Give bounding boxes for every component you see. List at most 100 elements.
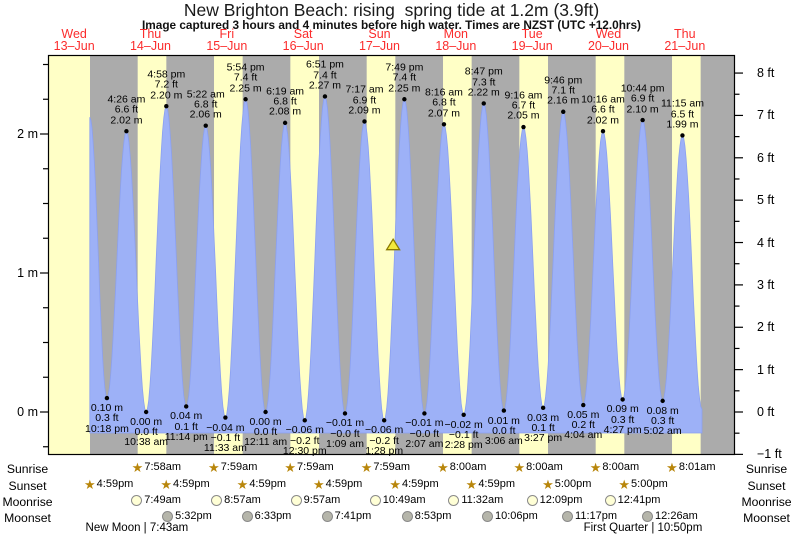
low-tide-annotation: 0.00 m 0.0 ft 10:38 am <box>124 417 168 448</box>
annotation-line: 2.10 m <box>626 102 659 115</box>
moonrise-entry-time: 12:41pm <box>617 494 661 506</box>
tide-extreme-dot <box>302 418 307 423</box>
annotation-line: 2.08 m <box>269 105 302 118</box>
sunset-entry: ★ 4:59pm <box>466 478 515 491</box>
annotation-line: 6:19 am <box>266 85 305 98</box>
annotation-line: 0.05 m <box>567 409 600 422</box>
sunrise-entry: ★ 8:00am <box>513 461 562 474</box>
sunset-entry-time: 5:00pm <box>554 478 592 490</box>
annotation-line: 0.1 ft <box>531 422 555 435</box>
annotation-line: 6.5 ft <box>670 107 695 120</box>
high-tide-annotation: 10:44 pm 6.9 ft 2.10 m <box>621 83 665 114</box>
moonrise-entry-time: 8:57am <box>224 494 261 506</box>
annotation-line: 7.4 ft <box>233 71 258 84</box>
high-tide-annotation: 9:46 pm 7.1 ft 2.16 m <box>544 75 582 106</box>
sun-star-icon: ★ <box>589 459 602 475</box>
moonset-row-label-right: Moonset <box>743 511 790 525</box>
high-tide-annotation: 7:17 am 6.9 ft 2.09 m <box>346 85 384 116</box>
right-axis-label: 0 ft <box>757 405 775 419</box>
annotation-line: 0.3 ft <box>610 413 635 426</box>
sunrise-entry: ★ 7:59am <box>361 461 410 474</box>
annotation-line: 0.0 ft <box>253 426 278 439</box>
annotation-line: 2.02 m <box>586 114 620 127</box>
tide-extreme-dot <box>680 133 685 138</box>
day-header: Thu 14–Jun <box>110 28 190 53</box>
low-tide-annotation: 0.05 m 0.2 ft 4:04 am <box>564 410 602 441</box>
tide-extreme-dot <box>143 409 149 415</box>
day-header: Wed 20–Jun <box>568 28 648 53</box>
sunrise-entry: ★ 8:00am <box>437 459 487 475</box>
annotation-line: 2.09 m <box>348 104 381 117</box>
low-tide-annotation: 0.08 m 0.3 ft 5:02 am <box>644 406 682 437</box>
moonrise-row-label-left: Moonrise <box>2 495 53 509</box>
moonset-circle-icon <box>162 510 174 522</box>
day-date: 19–Jun <box>511 39 553 53</box>
tide-extreme-dot <box>402 97 407 102</box>
annotation-line: 0.1 ft <box>174 420 198 433</box>
page-title: New Brighton Beach: rising spring tide a… <box>183 0 600 20</box>
high-tide-annotation: 6:51 pm 7.4 ft 2.27 m <box>306 60 344 91</box>
annotation-line: −0.06 m <box>285 424 324 437</box>
annotation-line: 0.00 m <box>249 416 282 428</box>
sunset-entry-time: 4:59pm <box>96 478 134 490</box>
moonrise-circle-icon <box>211 494 223 506</box>
annotation-line: 0.2 ft <box>571 419 595 432</box>
annotation-line: 0.3 ft <box>650 415 675 428</box>
sunrise-entry-time: 8:00am <box>449 461 487 473</box>
day-header: Sat 16–Jun <box>263 28 343 53</box>
sun-star-icon: ★ <box>542 476 554 492</box>
low-tide-annotation: 0.03 m 0.1 ft 3:27 pm <box>524 412 562 443</box>
moonset-entry: 8:53pm <box>401 510 451 522</box>
low-tide-annotation: 0.09 m 0.3 ft 4:27 pm <box>604 404 642 435</box>
annotation-line: 7.2 ft <box>154 78 178 91</box>
annotation-line: 6.9 ft <box>630 92 655 105</box>
sunset-entry: ★ 5:00pm <box>542 476 592 492</box>
annotation-line: 4:04 am <box>564 429 603 442</box>
annotation-line: 11:33 am <box>203 441 247 454</box>
low-tide-annotation: 0.10 m 0.3 ft 10:18 pm <box>85 403 129 434</box>
annotation-line: −0.1 ft <box>448 428 479 441</box>
sunrise-entry: ★ 8:01am <box>666 461 715 474</box>
annotation-line: 6.8 ft <box>432 96 456 109</box>
annotation-line: 11:15 am <box>660 97 704 110</box>
high-tide-annotation: 9:16 am 6.7 ft 2.05 m <box>504 90 542 121</box>
tide-extreme-dot <box>461 412 466 417</box>
tide-extreme-dot <box>581 402 586 408</box>
sunset-entry-time: 4:59pm <box>401 478 439 490</box>
annotation-line: 2.07 m <box>427 107 461 120</box>
low-tide-annotation: −0.04 m −0.1 ft 11:33 am <box>203 422 247 454</box>
day-date: 16–Jun <box>282 39 324 53</box>
day-of-week: Fri <box>219 27 235 41</box>
sun-star-icon: ★ <box>437 459 449 475</box>
first-quarter-note: First Quarter | 10:50pm <box>583 522 703 534</box>
moonrise-entry-time: 10:49am <box>382 494 426 506</box>
moonset-entry: 11:17pm <box>562 510 617 522</box>
annotation-line: −0.06 m <box>365 424 404 437</box>
annotation-line: −0.2 ft <box>369 434 399 447</box>
annotation-line: 2.06 m <box>189 108 222 121</box>
moonrise-entry: 11:32am <box>448 494 503 506</box>
tide-extreme-dot <box>342 411 348 416</box>
sun-star-icon: ★ <box>160 476 172 492</box>
sunset-entry: ★ 4:59pm <box>237 478 286 491</box>
right-axis-label: 3 ft <box>757 277 775 292</box>
right-axis-label: 1 ft <box>757 362 775 377</box>
sun-star-icon: ★ <box>284 459 297 475</box>
annotation-line: 6.8 ft <box>273 95 297 108</box>
day-header: Wed 13–Jun <box>34 28 114 53</box>
annotation-line: 2.16 m <box>547 94 580 107</box>
low-tide-annotation: −0.06 m −0.2 ft 12:30 pm <box>283 425 327 456</box>
left-axis-label: 1 m <box>17 266 38 280</box>
moonrise-entry: 12:09pm <box>526 494 582 506</box>
tide-extreme-dot <box>322 94 328 99</box>
annotation-line: 0.04 m <box>170 410 203 423</box>
tide-extreme-dot <box>203 123 208 128</box>
sunrise-row-label-right: Sunrise <box>745 462 788 476</box>
low-tide-annotation: −0.01 m −0.0 ft 2:07 am <box>405 418 443 449</box>
annotation-line: 5:54 pm <box>226 61 265 74</box>
annotation-line: 7.4 ft <box>392 71 417 84</box>
annotation-line: 3:06 am <box>484 435 523 448</box>
annotation-line: 2.20 m <box>150 88 183 101</box>
